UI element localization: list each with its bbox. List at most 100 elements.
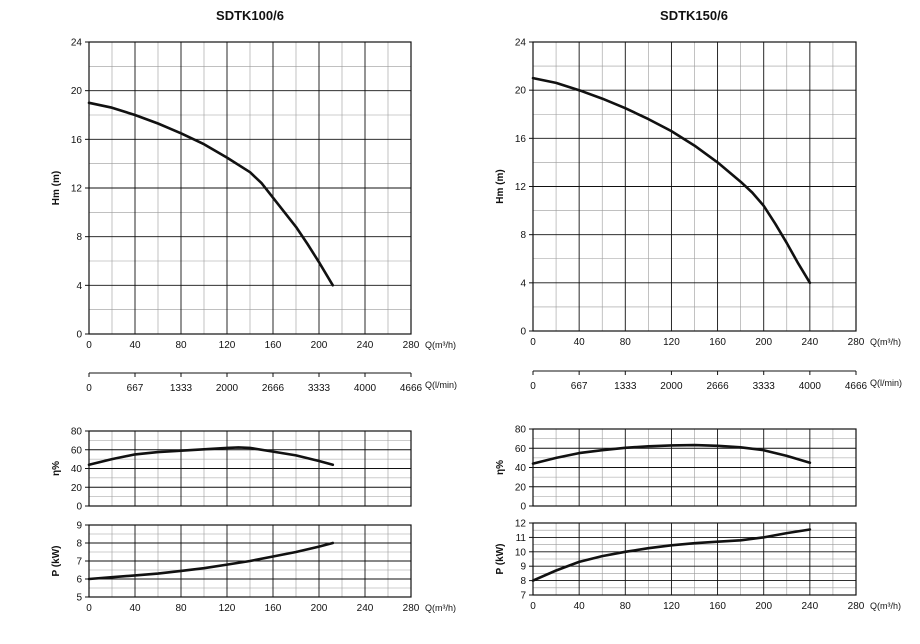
efficiency-y-tick-label: 80 <box>71 427 83 438</box>
efficiency-y-tick-label: 0 <box>520 502 526 513</box>
head-x-unit-label: Q(m³/h) <box>870 337 901 347</box>
efficiency-y-tick-label: 40 <box>515 463 527 474</box>
power-y-axis-label: P (kW) <box>51 546 62 577</box>
head-x-tick-label: 160 <box>709 337 726 348</box>
head-x-tick-label: 40 <box>574 337 586 348</box>
power-panel: 5 6 7 8 9 P (kW) <box>51 521 412 604</box>
power-x-tick-label: 120 <box>663 601 680 612</box>
power-curve <box>531 528 812 582</box>
head-x-tick-label: 0 <box>86 340 92 351</box>
power-x-tick-label: 160 <box>709 601 726 612</box>
head-y-tick-label: 4 <box>520 278 526 289</box>
lmin-tick-label: 4000 <box>354 383 377 394</box>
power-x-tick-label: 240 <box>357 603 374 614</box>
head-y-axis-label: Hm (m) <box>495 169 506 203</box>
efficiency-panel: 0 20 40 60 80 η% <box>51 427 412 513</box>
head-panel: 0 4 8 12 16 20 24 Hm (m) <box>51 38 412 341</box>
power-x-tick-label: 280 <box>403 603 420 614</box>
lmin-tick-label: 4666 <box>400 383 423 394</box>
lmin-tick-label: 2000 <box>216 383 239 394</box>
power-y-axis-label: P (kW) <box>495 544 506 575</box>
head-y-tick-label: 20 <box>515 86 527 97</box>
head-x-tick-label: 200 <box>311 340 328 351</box>
head-y-tick-label: 24 <box>515 38 527 49</box>
power-x-tick-label: 240 <box>802 601 819 612</box>
head-x-tick-label: 40 <box>129 340 141 351</box>
head-y-axis-label: Hm (m) <box>51 171 62 205</box>
head-y-tick-label: 8 <box>76 232 82 243</box>
efficiency-y-tick-label: 80 <box>515 425 527 436</box>
head-x-tick-label: 160 <box>265 340 282 351</box>
head-x-tick-label: 280 <box>403 340 420 351</box>
power-y-tick-label: 6 <box>76 575 82 586</box>
efficiency-y-tick-label: 60 <box>71 445 83 456</box>
head-x-tick-label: 120 <box>219 340 236 351</box>
power-y-tick-label: 12 <box>515 519 527 530</box>
head-y-tick-label: 12 <box>515 182 527 193</box>
power-y-tick-label: 8 <box>76 539 82 550</box>
power-curve <box>87 541 335 581</box>
power-panel: 7 8 9 10 11 12 P (kW) <box>495 519 857 602</box>
lmin-tick-label: 0 <box>530 381 536 392</box>
power-x-tick-label: 200 <box>755 601 772 612</box>
head-x-tick-label: 240 <box>802 337 819 348</box>
lmin-tick-label: 4666 <box>845 381 868 392</box>
efficiency-curve <box>87 446 335 467</box>
power-x-tick-label: 120 <box>219 603 236 614</box>
head-y-tick-label: 0 <box>520 327 526 338</box>
efficiency-y-tick-label: 20 <box>515 482 527 493</box>
power-y-tick-label: 9 <box>520 562 526 573</box>
lmin-tick-label: 3333 <box>753 381 776 392</box>
power-x-tick-label: 200 <box>311 603 328 614</box>
efficiency-y-tick-label: 0 <box>76 502 82 513</box>
lmin-tick-label: 2000 <box>660 381 683 392</box>
power-x-tick-label: 40 <box>129 603 141 614</box>
lmin-tick-label: 667 <box>127 383 144 394</box>
power-y-tick-label: 11 <box>516 533 527 544</box>
lmin-unit-label: Q(l/min) <box>425 380 457 390</box>
head-y-tick-label: 16 <box>515 134 527 145</box>
lmin-tick-label: 3333 <box>308 383 331 394</box>
lmin-tick-label: 1333 <box>614 381 637 392</box>
head-x-tick-label: 280 <box>848 337 865 348</box>
head-x-tick-label: 200 <box>755 337 772 348</box>
head-y-tick-label: 16 <box>71 135 83 146</box>
power-x-tick-label: 80 <box>175 603 187 614</box>
power-x-tick-label: 40 <box>574 601 586 612</box>
power-x-tick-label: 80 <box>620 601 632 612</box>
lmin-tick-label: 667 <box>571 381 588 392</box>
efficiency-curve <box>531 443 812 465</box>
head-y-tick-label: 12 <box>71 184 83 195</box>
power-x-tick-label: 280 <box>848 601 865 612</box>
head-curve <box>531 76 812 285</box>
lmin-unit-label: Q(l/min) <box>870 378 902 388</box>
power-y-tick-label: 10 <box>515 547 527 558</box>
lmin-tick-label: 4000 <box>799 381 822 392</box>
head-x-tick-label: 240 <box>357 340 374 351</box>
head-x-tick-label: 80 <box>175 340 187 351</box>
head-y-tick-label: 24 <box>71 38 83 49</box>
power-x-tick-label: 0 <box>86 603 92 614</box>
power-y-tick-label: 8 <box>520 576 526 587</box>
power-y-tick-label: 5 <box>76 593 82 604</box>
power-x-unit-label: Q(m³/h) <box>425 603 456 613</box>
head-x-tick-label: 80 <box>620 337 632 348</box>
head-y-tick-label: 20 <box>71 86 83 97</box>
efficiency-y-tick-label: 40 <box>71 464 83 475</box>
power-y-tick-label: 9 <box>76 521 82 532</box>
head-curve <box>87 101 335 287</box>
head-y-tick-label: 4 <box>76 281 82 292</box>
lmin-tick-label: 1333 <box>170 383 193 394</box>
power-x-tick-label: 160 <box>265 603 282 614</box>
head-y-tick-label: 0 <box>76 330 82 341</box>
efficiency-panel: 0 20 40 60 80 η% <box>495 425 857 513</box>
chart-title: SDTK100/6 <box>216 8 284 23</box>
head-panel: 0 4 8 12 16 20 24 Hm (m) <box>495 38 857 338</box>
lmin-tick-label: 2666 <box>706 381 729 392</box>
power-frame <box>532 522 857 596</box>
chart-title: SDTK150/6 <box>660 8 728 23</box>
efficiency-y-axis-label: η% <box>51 461 62 476</box>
efficiency-y-tick-label: 60 <box>515 444 527 455</box>
